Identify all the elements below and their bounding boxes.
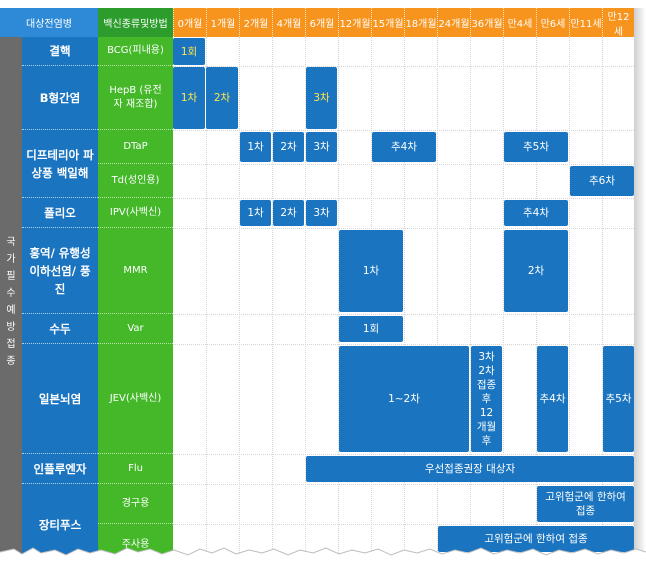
grid-line — [173, 198, 634, 199]
disease-cell: B형간염 — [22, 66, 98, 130]
schedule-bar: 추4차 — [504, 200, 568, 226]
schedule-bar: 3차 — [306, 67, 337, 129]
category-label: 국 가 필 수 예 방 접 종 — [0, 37, 22, 567]
grid-line — [173, 314, 634, 315]
schedule-bar: 추6차 — [570, 166, 634, 196]
vaccine-cell: Flu — [98, 454, 173, 484]
schedule-bar: 1차 — [173, 67, 205, 129]
schedule-bar: 추5차 — [504, 132, 568, 162]
category-char: 필 — [6, 271, 16, 282]
category-char: 수 — [6, 288, 16, 299]
schedule-bar: 1차 — [240, 132, 271, 162]
category-char: 예 — [6, 305, 16, 316]
grid-line — [173, 484, 634, 485]
vaccine-cell: Td(성인용) — [98, 164, 173, 198]
header-age: 6개월 — [305, 8, 338, 37]
grid-line — [338, 37, 339, 567]
category-char: 접 — [6, 339, 16, 350]
vaccine-cell: Var — [98, 314, 173, 344]
header-age: 만6세 — [536, 8, 569, 37]
schedule-bar: 고위험군에 한하여 접종 — [537, 486, 634, 522]
header-age: 2개월 — [239, 8, 272, 37]
grid-line — [437, 37, 438, 567]
schedule-bar: 3차 — [306, 132, 337, 162]
grid-line — [569, 37, 570, 567]
schedule-bar: 3차 2차 접종 후 12 개월 후 — [471, 346, 502, 452]
vaccine-cell: IPV(사백신) — [98, 198, 173, 228]
schedule-bar: 3차 — [306, 200, 337, 226]
grid-line — [206, 37, 207, 567]
vaccine-cell: 경구용 — [98, 484, 173, 524]
header-age: 24개월 — [437, 8, 470, 37]
category-char: 국 — [6, 237, 16, 248]
header-age: 12개월 — [338, 8, 371, 37]
grid-line — [404, 37, 405, 567]
header-age: 4개월 — [272, 8, 305, 37]
grid-line — [272, 37, 273, 567]
schedule-bar: 1회 — [339, 316, 403, 342]
table-shadow — [634, 8, 646, 567]
grid-line — [305, 37, 306, 567]
category-char: 가 — [6, 254, 16, 265]
header-age: 만4세 — [503, 8, 536, 37]
header-age: 18개월 — [404, 8, 437, 37]
grid-line — [173, 524, 634, 525]
header-age: 0개월 — [173, 8, 206, 37]
schedule-bar: 1차 — [339, 230, 403, 312]
vaccine-cell: HepB (유전자 재조합) — [98, 66, 173, 130]
vaccine-cell: BCG(피내용) — [98, 37, 173, 66]
category-char: 종 — [6, 356, 16, 367]
disease-cell: 일본뇌염 — [22, 344, 98, 454]
schedule-bar: 추5차 — [603, 346, 634, 452]
schedule-bar: 1~2차 — [339, 346, 469, 452]
schedule-bar: 고위험군에 한하여 접종 — [438, 526, 634, 552]
header-disease: 대상전염병 — [0, 8, 98, 37]
grid-line — [173, 130, 634, 131]
grid-line — [470, 37, 471, 567]
schedule-bar: 추4차 — [537, 346, 568, 452]
schedule-bar: 2차 — [273, 200, 304, 226]
schedule-bar: 2차 — [504, 230, 568, 312]
vaccine-cell: MMR — [98, 228, 173, 314]
grid-line — [239, 37, 240, 567]
vaccine-cell: DTaP — [98, 130, 173, 164]
disease-cell: 폴리오 — [22, 198, 98, 228]
grid-line — [173, 164, 634, 165]
grid-line — [173, 228, 634, 229]
header-vaccine: 백신종류및방법 — [98, 8, 173, 37]
header-age: 36개월 — [470, 8, 503, 37]
torn-edge — [0, 547, 646, 567]
grid-line — [173, 454, 634, 455]
header-age: 1개월 — [206, 8, 239, 37]
disease-cell: 디프테리아 파상풍 백일해 — [22, 130, 98, 198]
disease-cell: 수두 — [22, 314, 98, 344]
category-char: 방 — [6, 322, 16, 333]
disease-cell: 결핵 — [22, 37, 98, 66]
schedule-bar: 2차 — [273, 132, 304, 162]
schedule-bar: 2차 — [206, 67, 238, 129]
grid-line — [602, 37, 603, 567]
header-age: 만12세 — [602, 8, 634, 38]
disease-cell: 홍역/ 유행성 이하선염/ 풍진 — [22, 228, 98, 314]
disease-cell: 인플루엔자 — [22, 454, 98, 484]
schedule-bar: 추4차 — [372, 132, 436, 162]
schedule-bar: 1차 — [240, 200, 271, 226]
grid-line — [173, 66, 634, 67]
schedule-bar: 1회 — [173, 38, 205, 65]
schedule-bar: 우선접종권장 대상자 — [306, 456, 634, 482]
grid-line — [173, 344, 634, 345]
header-age: 만11세 — [569, 8, 602, 37]
vaccine-cell: JEV(사백신) — [98, 344, 173, 454]
grid-line — [503, 37, 504, 567]
header-age: 15개월 — [371, 8, 404, 37]
